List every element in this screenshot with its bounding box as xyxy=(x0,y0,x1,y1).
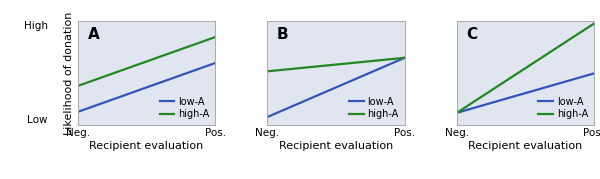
Legend: low-A, high-A: low-A, high-A xyxy=(535,93,592,123)
Y-axis label: Likelihood of donation: Likelihood of donation xyxy=(64,12,74,135)
Text: High: High xyxy=(24,21,48,32)
Legend: low-A, high-A: low-A, high-A xyxy=(345,93,403,123)
X-axis label: Recipient evaluation: Recipient evaluation xyxy=(468,141,583,151)
Text: A: A xyxy=(88,27,100,42)
Text: C: C xyxy=(466,27,478,42)
X-axis label: Recipient evaluation: Recipient evaluation xyxy=(89,141,204,151)
X-axis label: Recipient evaluation: Recipient evaluation xyxy=(279,141,393,151)
Text: B: B xyxy=(277,27,289,42)
Legend: low-A, high-A: low-A, high-A xyxy=(156,93,213,123)
Text: Low: Low xyxy=(28,115,48,125)
